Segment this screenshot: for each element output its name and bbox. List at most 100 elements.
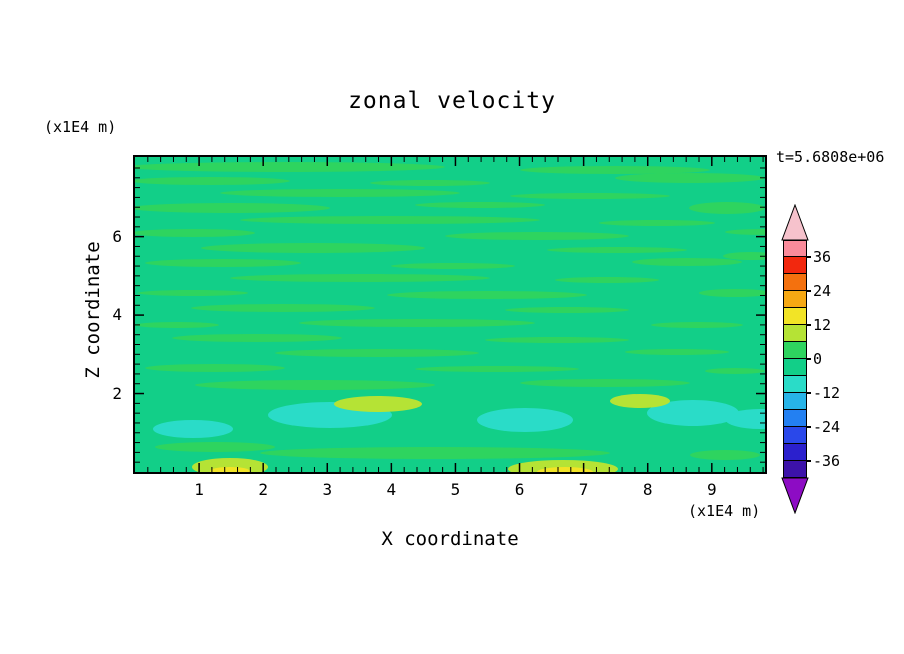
contour-blob xyxy=(445,232,629,240)
contour-blob xyxy=(477,408,573,432)
plot-area xyxy=(133,155,767,474)
contour-blob xyxy=(334,396,422,412)
contour-blob xyxy=(547,247,687,253)
y-axis-units-label: (x1E4 m) xyxy=(44,118,117,136)
timestamp-label: t=5.6808e+06 xyxy=(776,148,885,166)
colorbar-segment xyxy=(783,308,807,325)
colorbar-segment xyxy=(783,257,807,274)
contour-blob xyxy=(651,322,743,328)
contour-blob xyxy=(415,366,579,372)
contour-blob xyxy=(210,467,250,472)
contour-blob xyxy=(370,180,490,186)
contour-blob xyxy=(260,447,610,459)
contour-blob xyxy=(230,274,490,282)
contour-blob xyxy=(240,216,540,224)
contour-blob xyxy=(689,202,765,214)
x-tick-label: 5 xyxy=(450,480,461,499)
contour-blob xyxy=(508,460,618,472)
contour-blob xyxy=(725,229,765,235)
contour-blob xyxy=(135,203,330,213)
contour-blob xyxy=(699,289,765,297)
contour-blob xyxy=(520,379,690,387)
colorbar-tick xyxy=(806,460,811,462)
contour-blob xyxy=(599,220,715,226)
colorbar-tick-label: -12 xyxy=(813,384,841,402)
y-tick-label: 4 xyxy=(112,305,122,325)
colorbar-tick-label: 12 xyxy=(813,316,832,334)
x-axis-units-label: (x1E4 m) xyxy=(688,502,761,520)
contour-blob xyxy=(615,173,765,183)
colorbar-segment xyxy=(783,325,807,342)
colorbar-segment xyxy=(783,240,807,257)
colorbar-segment xyxy=(783,393,807,410)
colorbar-tick xyxy=(806,324,811,326)
colorbar-segment xyxy=(783,342,807,359)
contour-blob xyxy=(135,162,445,172)
contour-blob xyxy=(520,166,710,174)
x-tick-label: 3 xyxy=(322,480,333,499)
x-tick-label: 2 xyxy=(258,480,268,499)
contour-blob xyxy=(195,380,435,390)
contour-blob xyxy=(537,467,593,472)
contour-blob xyxy=(387,291,587,299)
contour-blob xyxy=(391,263,515,269)
contour-blob xyxy=(610,394,670,408)
colorbar-arrow-down-shape xyxy=(781,477,809,514)
colorbar-segment xyxy=(783,359,807,376)
contour-blob xyxy=(275,349,479,357)
contour-blob xyxy=(725,409,765,429)
colorbar-tick xyxy=(806,392,811,394)
chart-title: zonal velocity xyxy=(348,88,556,114)
colorbar-tick xyxy=(806,290,811,292)
contour-blob xyxy=(192,458,268,472)
x-tick-label: 9 xyxy=(706,480,717,499)
contour-blob xyxy=(415,202,545,208)
contour-blob xyxy=(632,258,742,266)
colorbar-segment xyxy=(783,291,807,308)
contour-blob xyxy=(145,259,301,267)
contour-blob xyxy=(647,400,739,426)
x-tick-label: 8 xyxy=(642,480,653,499)
contour-blob xyxy=(705,368,765,374)
x-tick-label: 4 xyxy=(386,480,397,499)
y-tick-label: 6 xyxy=(112,226,122,246)
colorbar-tick-label: 24 xyxy=(813,282,832,300)
x-tick-label: 6 xyxy=(514,480,525,499)
colorbar-arrow-down xyxy=(781,477,809,514)
contour-blob xyxy=(135,177,290,185)
contour-blob xyxy=(625,349,729,355)
colorbar-tick-label: 36 xyxy=(813,248,832,266)
contour-blob xyxy=(135,229,255,237)
contour-field xyxy=(135,157,765,472)
colorbar-tick-label: -24 xyxy=(813,418,841,436)
colorbar-segment xyxy=(783,427,807,444)
contour-blob xyxy=(138,290,248,296)
colorbar-tick-label: -36 xyxy=(813,452,841,470)
contour-blob xyxy=(220,189,460,197)
colorbar-arrow-up xyxy=(781,204,809,241)
colorbar-segment xyxy=(783,444,807,461)
colorbar-arrow-up-shape xyxy=(781,204,809,241)
colorbar-tick-label: 0 xyxy=(813,350,823,368)
contour-blob xyxy=(505,307,629,313)
colorbar-tick xyxy=(806,426,811,428)
colorbar-tick xyxy=(806,256,811,258)
contour-blob xyxy=(690,450,760,460)
contour-blob xyxy=(135,322,219,328)
contour-blob xyxy=(155,442,275,452)
colorbar-segment xyxy=(783,274,807,291)
contour-blob xyxy=(201,243,425,253)
contour-blob xyxy=(191,304,375,312)
x-tick-label: 1 xyxy=(194,480,204,499)
y-tick-label: 2 xyxy=(112,383,122,403)
colorbar-segment xyxy=(783,376,807,393)
contour-blob xyxy=(510,193,670,199)
colorbar-tick xyxy=(806,358,811,360)
contour-blob xyxy=(153,420,233,438)
contour-blob xyxy=(145,364,285,372)
x-tick-label: 7 xyxy=(578,480,589,499)
contour-blob xyxy=(485,337,629,343)
contour-blob xyxy=(172,334,342,342)
colorbar-segment xyxy=(783,461,807,478)
